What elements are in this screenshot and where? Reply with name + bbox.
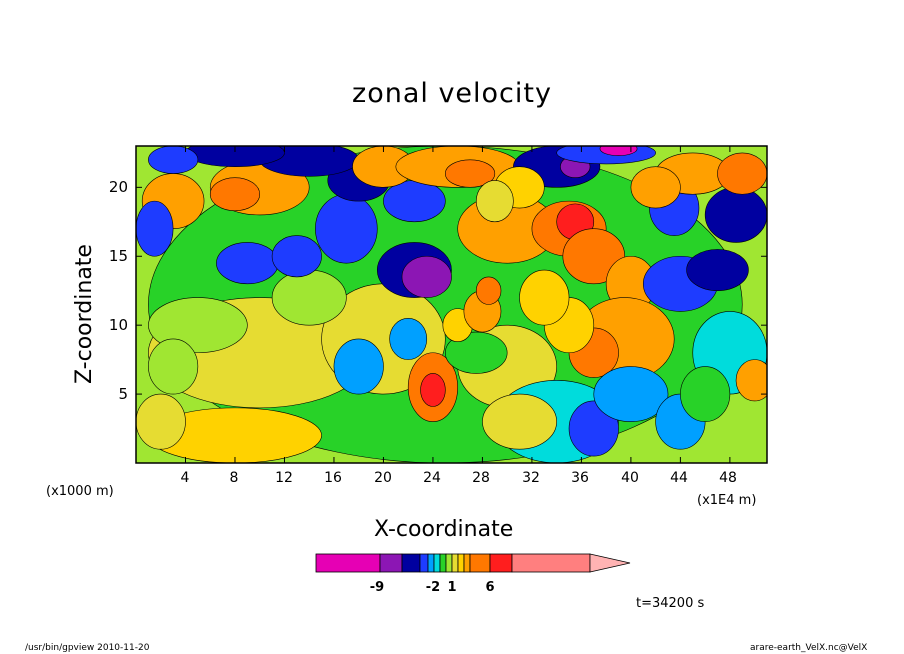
contour-region <box>148 338 199 395</box>
plot-frame <box>135 145 768 464</box>
x-tick-label: 24 <box>423 470 441 486</box>
colorbar-label: -2 <box>425 580 441 595</box>
y-axis-label: Z-coordinate <box>72 244 97 384</box>
contour-region <box>717 152 767 195</box>
contour-region <box>271 235 322 278</box>
tick-marks <box>136 146 767 463</box>
contour-region <box>185 146 285 167</box>
colorbar-cell <box>511 553 591 573</box>
colorbar-cell <box>315 553 381 573</box>
contour-region <box>735 359 767 402</box>
x-unit-label: (x1000 m) <box>46 484 114 499</box>
x-tick-label: 48 <box>719 470 737 486</box>
colorbar-cell <box>457 553 465 573</box>
y-tick-label: 5 <box>118 385 128 403</box>
colorbar-label: -9 <box>369 580 385 595</box>
contour-region <box>420 373 446 407</box>
colorbar-cell <box>419 553 429 573</box>
footer-source: arare-earth_VelX.nc@VelX <box>750 643 868 653</box>
contour-region <box>599 146 638 156</box>
y-tick-label: 15 <box>108 247 128 265</box>
contour-region <box>136 200 174 257</box>
contour-region <box>475 180 514 223</box>
contour-region <box>630 166 681 209</box>
colorbar-label: 1 <box>447 580 457 595</box>
colorbar-cell <box>445 553 453 573</box>
x-axis-label: X-coordinate <box>374 517 514 542</box>
x-tick-label: 36 <box>571 470 589 486</box>
colorbar-label: 6 <box>485 580 495 595</box>
colorbar-cell <box>469 553 491 573</box>
colorbar-cell <box>379 553 403 573</box>
colorbar-arrow <box>589 553 631 573</box>
chart-title: zonal velocity <box>352 78 552 109</box>
contour-region <box>482 393 557 450</box>
contour-region <box>209 177 261 212</box>
contour-region <box>271 269 347 326</box>
footer-program: /usr/bin/gpview 2010-11-20 <box>25 643 150 653</box>
contour-region <box>445 159 496 188</box>
x-tick-label: 40 <box>621 470 639 486</box>
contour-region <box>401 255 452 298</box>
time-label: t=34200 s <box>636 596 705 611</box>
contour-region <box>704 187 767 243</box>
colorbar <box>315 553 631 573</box>
contour-region <box>686 249 749 292</box>
y-tick-label: 10 <box>108 316 128 334</box>
colorbar-cell <box>433 553 441 573</box>
contour-region <box>136 393 186 450</box>
x-tick-label: 12 <box>275 470 293 486</box>
contour-region <box>148 146 199 174</box>
contour-region <box>680 366 731 422</box>
colorbar-cell <box>439 553 447 573</box>
x-tick-label: 28 <box>472 470 490 486</box>
y-tick-label: 20 <box>108 178 128 196</box>
contour-region <box>389 317 428 360</box>
colorbar-cell <box>463 553 471 573</box>
colorbar-cell <box>427 553 435 573</box>
colorbar-cell <box>451 553 459 573</box>
contour-region <box>519 269 570 326</box>
x-tick-label: 32 <box>522 470 540 486</box>
contour-region <box>593 366 669 422</box>
colorbar-cell <box>489 553 513 573</box>
contour-region <box>315 193 378 264</box>
x-tick-label: 8 <box>229 470 239 486</box>
x-scale-label: (x1E4 m) <box>697 493 757 508</box>
x-tick-label: 4 <box>180 470 190 486</box>
velocity-field <box>136 146 767 463</box>
contour-region <box>475 276 502 305</box>
colorbar-cell <box>401 553 421 573</box>
contour-region <box>216 242 279 285</box>
contour-region <box>333 338 384 395</box>
contour-region <box>445 331 508 374</box>
x-tick-label: 16 <box>324 470 342 486</box>
x-tick-label: 44 <box>670 470 688 486</box>
x-tick-label: 20 <box>374 470 392 486</box>
